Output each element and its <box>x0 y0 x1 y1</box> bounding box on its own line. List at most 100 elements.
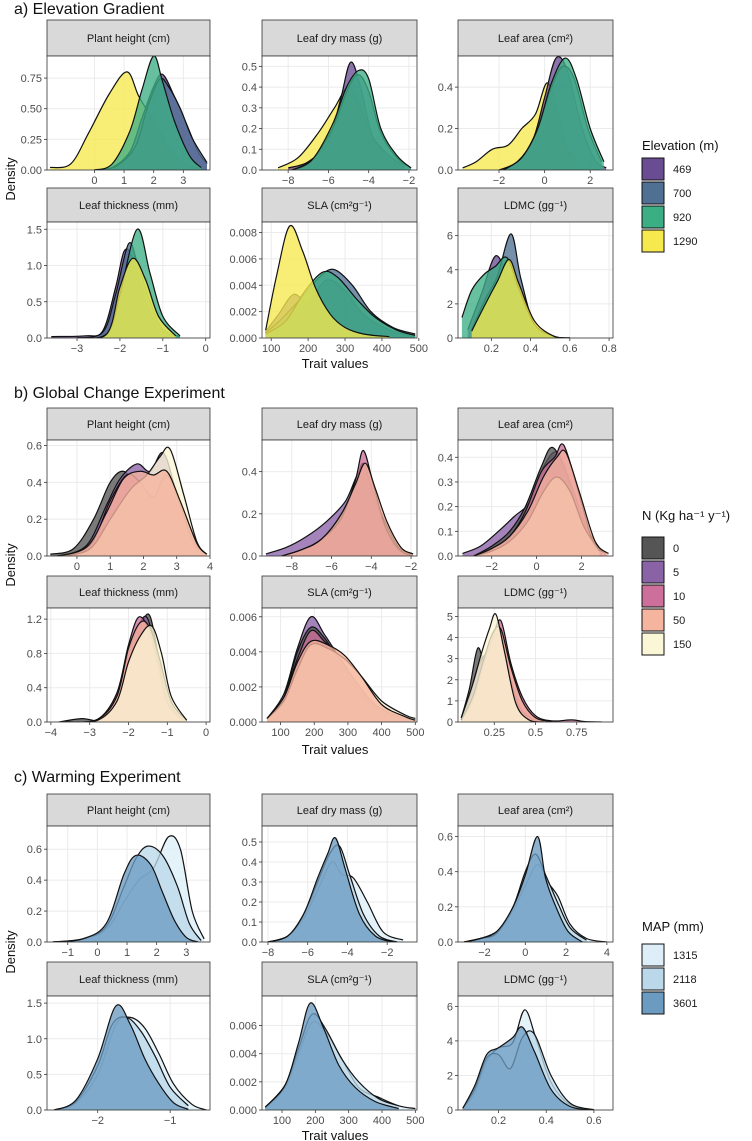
chart-block-1: b) Global Change Experiment Density Trait … <box>3 385 730 757</box>
y-tick-label: 0.6 <box>438 832 453 844</box>
legend-swatch <box>641 560 665 584</box>
panel: Plant height (cm) 0 1 2 3 4 0.0 0.2 0.4 0.6 <box>27 407 213 573</box>
x-tick-label: −4 <box>341 947 354 959</box>
panel-border <box>46 825 211 943</box>
panel-border <box>46 221 211 339</box>
legend-swatch <box>641 181 665 205</box>
panel: Leaf thickness (mm) −2 −1 0.0 0.5 1.0 1.5 <box>27 961 211 1127</box>
y-tick-label: 0.004 <box>229 280 257 292</box>
y-tick-label: 0.000 <box>229 1105 257 1117</box>
panel-border <box>261 439 418 557</box>
legend-swatch <box>641 536 665 560</box>
panel-title: Leaf thickness (mm) <box>79 200 178 212</box>
y-tick-label: 0.2 <box>438 124 453 136</box>
y-tick-label: 0.002 <box>229 682 257 694</box>
x-tick-label: 300 <box>339 1115 357 1127</box>
x-tick-label: −2 <box>114 343 127 355</box>
y-tick-label: 0.4 <box>27 683 42 695</box>
x-tick-label: −1 <box>157 343 170 355</box>
y-tick-label: 5 <box>447 611 453 623</box>
y-tick-label: 0.5 <box>27 297 42 309</box>
legend-title: MAP (mm) <box>642 919 704 934</box>
chart-block-2: c) Warming Experiment Density Trait values… <box>3 769 704 1141</box>
legend-swatch <box>641 608 665 632</box>
panel-border <box>457 607 614 723</box>
panel-strip <box>457 793 614 827</box>
y-tick-label: 0.4 <box>27 477 42 489</box>
x-tick-label: −4 <box>365 561 378 573</box>
y-tick-label: 0.6 <box>27 441 42 453</box>
x-tick-label: 0.6 <box>586 1115 601 1127</box>
panel: Leaf dry mass (g) −8 −6 −4 −2 0.0 0.1 0.2 0.3 0.4… <box>242 19 418 187</box>
panel-title: Leaf thickness (mm) <box>79 587 178 599</box>
y-tick-label: 0.4 <box>242 467 257 479</box>
density-layer <box>461 233 570 338</box>
panel-strip <box>261 187 418 223</box>
density-area <box>52 855 199 942</box>
y-tick-label: 0.4 <box>438 82 453 94</box>
x-tick-label: 0.75 <box>566 727 587 739</box>
panel: Leaf area (cm²) −2 0 2 0.0 0.1 0.2 0.3 0.4 <box>438 407 614 573</box>
x-tick-label: 2 <box>587 175 593 187</box>
y-tick-label: 2 <box>447 675 453 687</box>
panel-strip <box>261 575 418 609</box>
panel-strip <box>261 407 418 441</box>
chart-title: b) Global Change Experiment <box>14 385 225 402</box>
x-tick-label: 400 <box>373 343 391 355</box>
y-tick-label: 0.4 <box>242 82 257 94</box>
panel-title: Plant height (cm) <box>87 419 170 431</box>
y-tick-label: 0 <box>447 333 453 345</box>
panel-border <box>261 221 418 339</box>
y-tick-label: 0.5 <box>27 1069 42 1081</box>
x-tick-label: 300 <box>339 727 357 739</box>
density-axis-label: Density <box>3 543 18 587</box>
density-curve <box>265 224 390 338</box>
legend-swatch <box>641 632 665 656</box>
panel-border <box>457 55 614 171</box>
x-tick-label: −2 <box>122 727 135 739</box>
x-tick-label: −2 <box>493 175 506 187</box>
y-tick-label: 1.0 <box>27 1034 42 1046</box>
legend-swatch <box>641 584 665 608</box>
legend-label: 469 <box>673 164 691 176</box>
panel: Leaf thickness (mm) −4 −3 −2 −1 0 0.0 0.4 0.8 1.2 <box>27 575 211 739</box>
chart-block-0: a) Elevation Gradient Density Trait values… <box>3 1 719 371</box>
panel-strip <box>46 407 211 441</box>
x-tick-label: −8 <box>282 175 295 187</box>
x-tick-label: 1 <box>121 175 127 187</box>
panel-title: Leaf area (cm²) <box>498 419 573 431</box>
x-tick-label: 0.4 <box>523 343 538 355</box>
panel-strip <box>261 19 418 57</box>
x-tick-label: 200 <box>305 727 323 739</box>
panel: Leaf dry mass (g) −8 −6 −4 −2 0.0 0.1 0.2 0.3 0.4… <box>242 793 418 959</box>
density-layer <box>460 613 602 722</box>
x-tick-label: 0 <box>94 947 100 959</box>
x-tick-label: −2 <box>403 175 416 187</box>
density-area <box>471 259 570 338</box>
x-tick-label: 400 <box>372 727 390 739</box>
panel-strip <box>457 187 614 223</box>
density-curve <box>281 462 414 556</box>
x-tick-label: −6 <box>301 947 314 959</box>
y-tick-label: 0.4 <box>27 875 42 887</box>
panel-title: LDMC (gg⁻¹) <box>504 587 567 599</box>
density-curve <box>473 449 609 556</box>
density-layer <box>50 446 208 556</box>
x-tick-label: 0.6 <box>562 343 577 355</box>
density-area <box>464 836 583 942</box>
density-curve <box>66 624 188 722</box>
x-tick-label: 2 <box>578 561 584 573</box>
x-tick-label: 0 <box>203 343 209 355</box>
x-tick-label: −2 <box>478 947 491 959</box>
y-tick-label: 0.000 <box>229 333 257 345</box>
density-area <box>265 225 390 338</box>
x-tick-label: 0.2 <box>491 1115 506 1127</box>
x-tick-label: −4 <box>362 175 375 187</box>
x-tick-label: 0 <box>522 947 528 959</box>
x-tick-label: −8 <box>286 561 299 573</box>
y-tick-label: 0.2 <box>438 902 453 914</box>
density-layer <box>265 224 416 338</box>
legend-swatch <box>641 991 665 1015</box>
x-tick-label: 2 <box>140 561 146 573</box>
legend-label: 0 <box>673 543 679 555</box>
